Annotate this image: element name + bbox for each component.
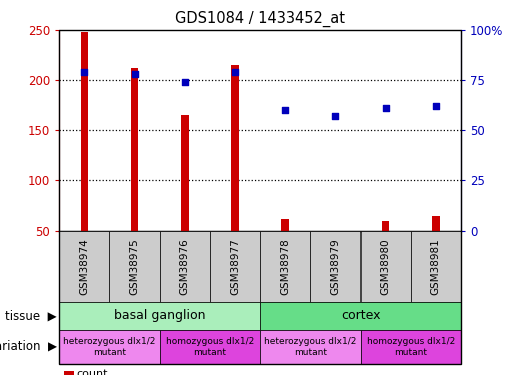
Bar	[382, 220, 389, 231]
Bar	[160, 231, 210, 302]
Point	[80, 69, 89, 75]
Bar	[360, 231, 410, 302]
Text: cortex: cortex	[341, 309, 380, 322]
Bar	[260, 330, 360, 364]
Bar	[360, 330, 461, 364]
Text: heterozygous dlx1/2
mutant: heterozygous dlx1/2 mutant	[63, 337, 156, 357]
Text: basal ganglion: basal ganglion	[114, 309, 205, 322]
Bar	[59, 302, 260, 330]
Bar	[80, 32, 88, 231]
Text: GSM38980: GSM38980	[381, 238, 390, 295]
Text: GSM38981: GSM38981	[431, 238, 441, 295]
Point	[281, 107, 289, 113]
Bar	[59, 330, 160, 364]
Text: GSM38976: GSM38976	[180, 238, 190, 295]
Text: homozygous dlx1/2
mutant: homozygous dlx1/2 mutant	[367, 337, 455, 357]
Point	[231, 69, 239, 75]
Bar	[210, 231, 260, 302]
Point	[331, 113, 339, 119]
Bar	[59, 231, 109, 302]
Bar	[109, 231, 160, 302]
Bar	[432, 216, 440, 231]
Point	[130, 71, 139, 77]
Bar	[310, 231, 360, 302]
Point	[432, 103, 440, 109]
Bar	[260, 231, 310, 302]
Bar	[410, 231, 461, 302]
Bar	[231, 65, 239, 231]
Text: tissue  ▶: tissue ▶	[5, 309, 57, 322]
Text: GSM38977: GSM38977	[230, 238, 240, 295]
Bar	[281, 219, 289, 231]
Text: GSM38978: GSM38978	[280, 238, 290, 295]
Title: GDS1084 / 1433452_at: GDS1084 / 1433452_at	[175, 11, 345, 27]
Text: count: count	[77, 369, 108, 375]
Text: GSM38979: GSM38979	[331, 238, 340, 295]
Point	[181, 79, 189, 85]
Text: homozygous dlx1/2
mutant: homozygous dlx1/2 mutant	[166, 337, 254, 357]
Bar	[131, 68, 139, 231]
Bar	[181, 115, 188, 231]
Text: GSM38974: GSM38974	[79, 238, 89, 295]
Point	[382, 105, 390, 111]
Bar	[260, 302, 461, 330]
Text: GSM38975: GSM38975	[130, 238, 140, 295]
Bar	[160, 330, 260, 364]
Text: heterozygous dlx1/2
mutant: heterozygous dlx1/2 mutant	[264, 337, 356, 357]
Text: genotype/variation  ▶: genotype/variation ▶	[0, 340, 57, 353]
